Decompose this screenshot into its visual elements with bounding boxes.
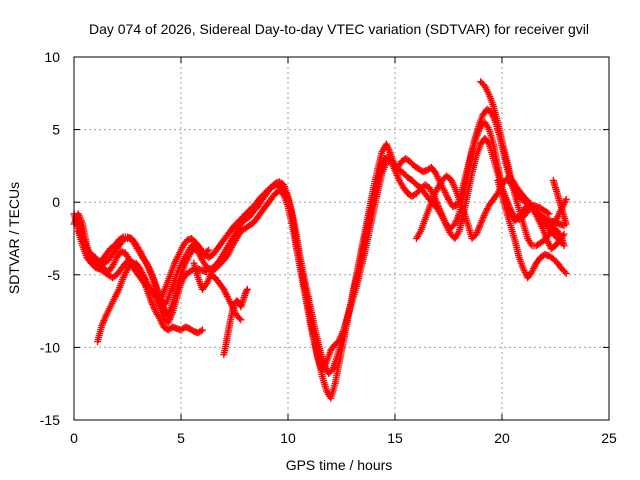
x-tick-label: 0	[70, 430, 78, 446]
y-tick-label: 0	[52, 194, 60, 210]
grid	[74, 57, 609, 420]
y-tick-labels: -15 -10 -5 0 5 10	[40, 49, 60, 428]
series-6	[220, 285, 251, 359]
y-tick-label: -15	[40, 412, 60, 428]
y-axis-label: SDTVAR / TECUs	[6, 182, 22, 294]
y-tick-label: -10	[40, 339, 60, 355]
x-axis-label: GPS time / hours	[286, 457, 393, 473]
y-tick-label: 5	[52, 122, 60, 138]
x-tick-label: 15	[387, 430, 403, 446]
data-point	[243, 287, 251, 295]
x-tick-labels: 0 5 10 15 20 25	[70, 430, 617, 446]
data-point	[561, 268, 569, 276]
data-point	[127, 261, 135, 269]
y-tick-label: 10	[44, 49, 60, 65]
data-points	[70, 78, 570, 402]
plot-frame	[73, 56, 610, 421]
data-point	[484, 139, 492, 147]
series-5	[94, 235, 213, 346]
data-point	[198, 326, 206, 334]
data-point	[562, 195, 570, 203]
x-tick-label: 20	[494, 430, 510, 446]
chart-title: Day 074 of 2026, Sidereal Day-to-day VTE…	[89, 21, 589, 37]
data-point	[203, 247, 211, 255]
series-9	[477, 78, 570, 250]
series-10	[494, 176, 570, 282]
data-point	[562, 220, 570, 228]
series-7	[190, 259, 245, 324]
x-tick-label: 25	[601, 430, 617, 446]
data-point	[545, 210, 553, 218]
x-tick-label: 10	[280, 430, 296, 446]
series-12	[549, 176, 570, 228]
series-8	[412, 172, 553, 242]
data-point	[544, 209, 552, 217]
data-point	[205, 246, 213, 254]
data-point	[235, 314, 243, 322]
data-point	[243, 285, 251, 293]
x-tick-label: 5	[177, 430, 185, 446]
data-point	[560, 230, 568, 238]
data-point	[118, 234, 126, 242]
y-tick-label: -5	[48, 267, 61, 283]
data-point	[559, 232, 567, 240]
data-point	[197, 327, 205, 335]
data-point	[237, 316, 245, 324]
series-11	[509, 176, 568, 253]
axis-ticks	[73, 56, 610, 421]
data-point	[562, 269, 570, 277]
